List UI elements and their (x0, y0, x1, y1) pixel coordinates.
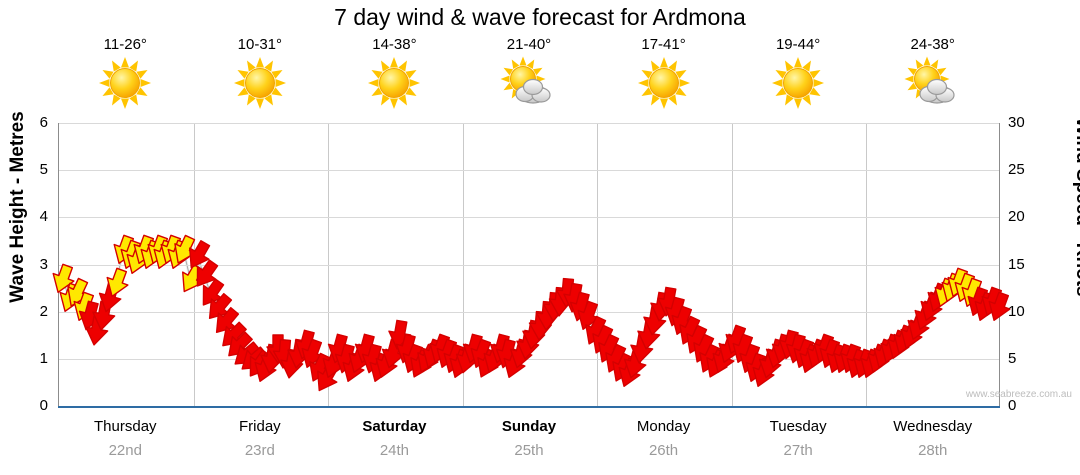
gridline (59, 170, 999, 172)
temperature-range: 11-26° (103, 36, 147, 53)
y-tick-left: 5 (39, 161, 48, 179)
day-name: Wednesday (893, 418, 973, 435)
y-tick-right: 0 (1008, 397, 1017, 414)
wind-direction-arrow (44, 260, 80, 302)
y-tick-right: 20 (1008, 208, 1025, 226)
sunny-icon (327, 55, 462, 111)
gridline (59, 217, 999, 219)
partly-cloudy-icon (462, 55, 597, 111)
day-date: 22nd (108, 442, 142, 459)
day-name: Saturday (362, 418, 427, 435)
day-forecast-wednesday: 24-38° (865, 36, 1000, 111)
y-axis-left-title: Wave Height - Metres (7, 111, 28, 303)
wind-direction-arrow (383, 318, 415, 357)
day-label-wednesday: Wednesday 28th (865, 418, 1000, 459)
day-label-sunday: Sunday 25th (462, 418, 597, 459)
gridline (59, 123, 999, 124)
day-name: Tuesday (769, 418, 827, 435)
day-name: Monday (636, 418, 691, 435)
y-tick-left: 1 (39, 349, 48, 367)
day-forecast-monday: 17-41° (596, 36, 731, 111)
temperature-range: 17-41° (641, 36, 686, 53)
partly-cloudy-icon (865, 55, 1000, 111)
day-date: 24th (379, 442, 410, 459)
day-forecast-saturday: 14-38° (327, 36, 462, 111)
temperature-range: 14-38° (372, 36, 417, 53)
y-tick-right: 15 (1008, 255, 1025, 273)
gridline (59, 311, 999, 313)
y-tick-left: 4 (39, 208, 48, 226)
day-name: Sunday (501, 418, 557, 435)
wind-direction-arrow (98, 265, 134, 307)
y-tick-right: 30 (1008, 114, 1025, 131)
day-forecast-thursday: 11-26° (58, 36, 193, 111)
page-title: 7 day wind & wave forecast for Ardmona (334, 4, 746, 30)
y-tick-left: 3 (39, 255, 48, 273)
day-label-monday: Monday 26th (596, 418, 731, 459)
y-tick-right: 10 (1008, 302, 1025, 320)
plot-area (52, 123, 1011, 406)
temperature-range: 19-44° (775, 36, 821, 53)
gridline (59, 264, 999, 266)
y-tick-right: 5 (1008, 349, 1017, 367)
watermark: www.seabreeze.com.au (965, 389, 1072, 400)
y-tick-left: 0 (39, 397, 48, 414)
day-date: 23rd (244, 442, 275, 459)
temperature-range: 21-40° (506, 36, 552, 53)
day-label-saturday: Saturday 24th (327, 418, 462, 459)
day-forecast-sunday: 21-40° (462, 36, 597, 111)
day-forecast-friday: 10-31° (193, 36, 328, 111)
y-tick-left: 2 (39, 302, 48, 320)
day-label-thursday: Thursday 22nd (58, 418, 193, 459)
wind-direction-arrow (979, 289, 1015, 331)
y-tick-right: 25 (1008, 161, 1025, 179)
day-name: Friday (239, 418, 281, 435)
sunny-icon (596, 55, 731, 111)
day-name: Thursday (94, 418, 157, 435)
temperature-range: 10-31° (237, 36, 283, 53)
day-date: 25th (514, 442, 544, 459)
day-forecast-tuesday: 19-44° (731, 36, 866, 111)
wind-direction-arrow (177, 236, 217, 279)
day-date: 28th (918, 442, 948, 459)
sunny-icon (731, 55, 866, 111)
wind-direction-arrow (183, 255, 224, 299)
temperature-range: 24-38° (910, 36, 955, 53)
y-tick-left: 6 (39, 114, 48, 131)
sunny-icon (58, 55, 193, 111)
x-axis-line (58, 406, 1000, 408)
day-label-friday: Friday 23rd (193, 418, 328, 459)
sunny-icon (193, 55, 328, 111)
gridline (59, 358, 999, 360)
day-date: 27th (783, 442, 813, 459)
day-label-tuesday: Tuesday 27th (731, 418, 866, 459)
day-date: 26th (648, 442, 679, 459)
y-axis-right-title: Wind Speed - Knots (1072, 117, 1080, 297)
